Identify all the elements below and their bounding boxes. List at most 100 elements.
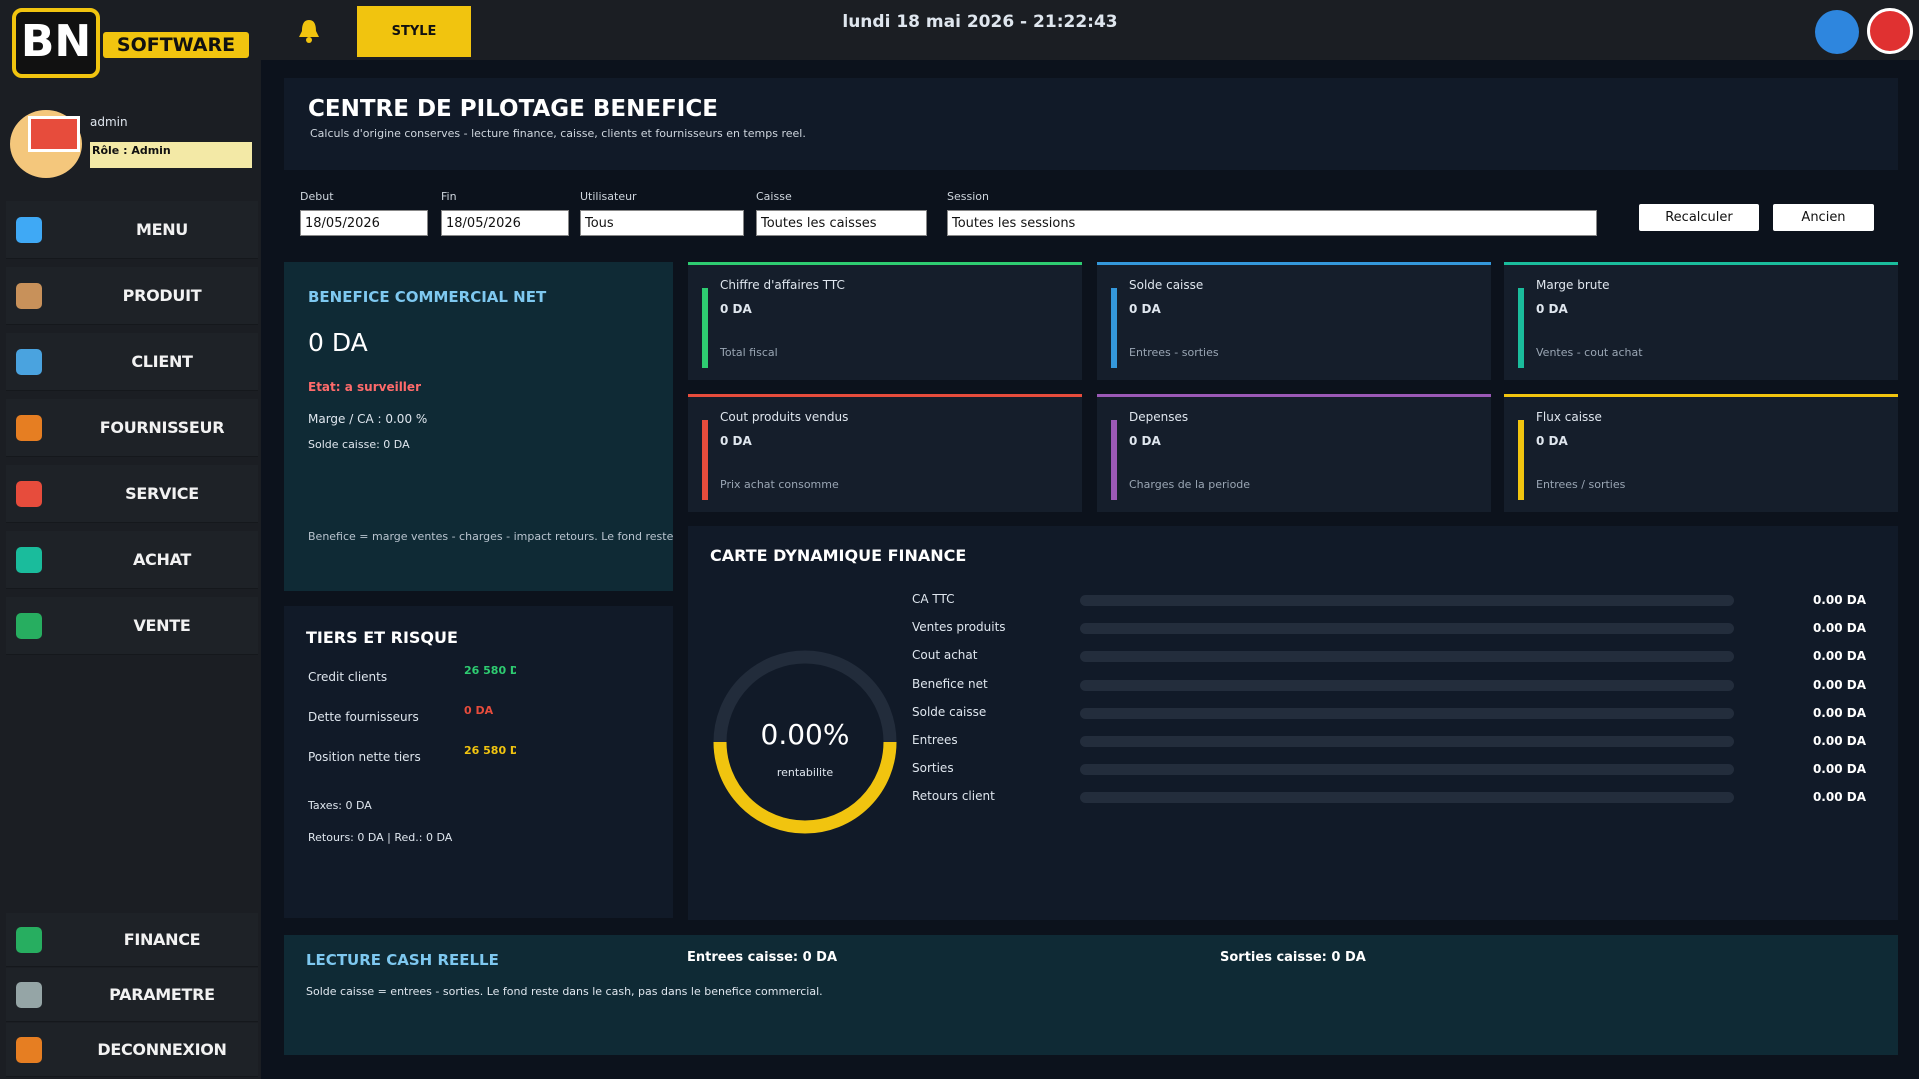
filter-input[interactable]: Toutes les sessions bbox=[947, 210, 1597, 236]
carte-label: CA TTC bbox=[912, 592, 955, 606]
menu-label: MENU bbox=[135, 220, 189, 239]
gauge-label: rentabilite bbox=[776, 766, 834, 779]
benefice-solde: Solde caisse: 0 DA bbox=[308, 438, 410, 451]
cash-panel: LECTURE CASH REELLE Entrees caisse: 0 DA… bbox=[284, 935, 1898, 1055]
card-value: 0 DA bbox=[1129, 302, 1161, 316]
menu-icon bbox=[16, 927, 42, 953]
card-left-bar bbox=[702, 420, 708, 500]
logo: BN bbox=[12, 8, 100, 78]
carte-value: 0.00 DA bbox=[1812, 734, 1866, 748]
card-sub: Entrees / sorties bbox=[1536, 478, 1626, 491]
filter-label: Session bbox=[947, 190, 989, 203]
card-value: 0 DA bbox=[720, 434, 752, 448]
card-left-bar bbox=[1518, 420, 1524, 500]
carte-label: Benefice net bbox=[912, 676, 988, 691]
card-top-bar bbox=[688, 394, 1082, 397]
filter-label: Caisse bbox=[756, 190, 792, 203]
tiers-taxes: Taxes: 0 DA bbox=[308, 799, 372, 812]
card-title: Marge brute bbox=[1536, 278, 1610, 292]
card-left-bar bbox=[1518, 288, 1524, 368]
menu-label: PARAMETRE bbox=[109, 985, 215, 1004]
menu-label: SERVICE bbox=[125, 484, 199, 503]
menu-item[interactable]: DECONNEXION bbox=[6, 1023, 258, 1077]
power-button[interactable] bbox=[1867, 8, 1913, 54]
logo-text: SOFTWARE bbox=[103, 32, 249, 58]
kpi-card: Marge brute 0 DA Ventes - cout achat bbox=[1504, 262, 1898, 380]
gauge-value: 0.00% bbox=[760, 718, 850, 751]
menu-label: DECONNEXION bbox=[97, 1040, 227, 1059]
page-subtitle: Calculs d'origine conserves - lecture fi… bbox=[310, 127, 806, 140]
menu-icon bbox=[16, 547, 42, 573]
cash-title: LECTURE CASH REELLE bbox=[306, 951, 499, 969]
filter-input[interactable]: Tous bbox=[580, 210, 744, 236]
page-title: CENTRE DE PILOTAGE BENEFICE bbox=[308, 96, 718, 122]
benefice-etat: Etat: a surveiller bbox=[308, 380, 421, 394]
benefice-value: 0 DA bbox=[308, 328, 368, 357]
card-top-bar bbox=[1504, 394, 1898, 397]
cash-sorties: Sorties caisse: 0 DA bbox=[1220, 950, 1366, 965]
carte-bar bbox=[1080, 736, 1734, 747]
carte-label: Ventes produits bbox=[912, 620, 1006, 635]
carte-label: Entrees bbox=[912, 733, 958, 747]
menu-icon bbox=[16, 217, 42, 243]
kpi-card: Chiffre d'affaires TTC 0 DA Total fiscal bbox=[688, 262, 1082, 380]
benefice-note: Benefice = marge ventes - charges - impa… bbox=[308, 530, 673, 543]
carte-bar bbox=[1080, 792, 1734, 804]
tiers-label: Credit clients bbox=[308, 670, 388, 684]
card-sub: Total fiscal bbox=[720, 346, 778, 359]
menu-item[interactable]: MENU bbox=[6, 201, 258, 259]
tiers-retours: Retours: 0 DA | Red.: 0 DA bbox=[308, 831, 453, 844]
card-top-bar bbox=[688, 262, 1082, 265]
carte-bar bbox=[1080, 651, 1734, 663]
menu-item[interactable]: PRODUIT bbox=[6, 267, 258, 325]
card-title: Solde caisse bbox=[1129, 278, 1204, 292]
card-left-bar bbox=[1111, 288, 1117, 368]
card-value: 0 DA bbox=[1536, 302, 1568, 316]
filter-input[interactable]: 18/05/2026 bbox=[300, 210, 428, 236]
card-sub: Entrees - sorties bbox=[1129, 346, 1219, 359]
carte-label: Retours client bbox=[912, 789, 995, 804]
user-role: Rôle : Admin bbox=[90, 142, 252, 168]
menu-icon bbox=[16, 481, 42, 507]
tiers-value: 0 DA bbox=[464, 704, 494, 717]
resize-button[interactable] bbox=[1815, 10, 1859, 54]
menu-item[interactable]: CLIENT bbox=[6, 333, 258, 391]
menu-icon bbox=[16, 982, 42, 1008]
menu-item[interactable]: PARAMETRE bbox=[6, 968, 258, 1022]
card-sub: Prix achat consomme bbox=[720, 478, 839, 491]
filter-input[interactable]: 18/05/2026 bbox=[441, 210, 569, 236]
carte-value: 0.00 DA bbox=[1812, 649, 1866, 664]
card-title: Flux caisse bbox=[1536, 410, 1602, 424]
style-button[interactable]: STYLE bbox=[357, 6, 471, 57]
menu-item[interactable]: ACHAT bbox=[6, 531, 258, 589]
kpi-card: Depenses 0 DA Charges de la periode bbox=[1097, 394, 1491, 512]
carte-label: Sorties bbox=[912, 761, 954, 776]
menu-item[interactable]: SERVICE bbox=[6, 465, 258, 523]
carte-panel: CARTE DYNAMIQUE FINANCE 0.00% rentabilit… bbox=[688, 526, 1898, 920]
button[interactable]: Recalculer bbox=[1639, 204, 1759, 231]
tiers-title: TIERS ET RISQUE bbox=[306, 628, 458, 647]
header-panel bbox=[284, 78, 1898, 170]
card-sub: Charges de la periode bbox=[1129, 478, 1251, 491]
kpi-card: Cout produits vendus 0 DA Prix achat conso… bbox=[688, 394, 1082, 512]
carte-label: Cout achat bbox=[912, 648, 978, 663]
card-top-bar bbox=[1097, 262, 1491, 265]
menu-item[interactable]: VENTE bbox=[6, 597, 258, 655]
user-name: admin bbox=[90, 115, 128, 129]
carte-value: 0.00 DA bbox=[1812, 593, 1866, 607]
card-title: Cout produits vendus bbox=[720, 410, 849, 424]
carte-bar bbox=[1080, 707, 1734, 719]
card-title: Depenses bbox=[1129, 410, 1189, 424]
filter-input[interactable]: Toutes les caisses bbox=[756, 210, 927, 236]
menu-item[interactable]: FINANCE bbox=[6, 913, 258, 967]
filter-label: Debut bbox=[300, 190, 334, 203]
card-top-bar bbox=[1097, 394, 1491, 397]
card-sub: Ventes - cout achat bbox=[1536, 346, 1643, 359]
button[interactable]: Ancien bbox=[1773, 204, 1874, 231]
menu-item[interactable]: FOURNISSEUR bbox=[6, 399, 258, 457]
bell-icon[interactable] bbox=[296, 18, 322, 44]
kpi-card: Flux caisse 0 DA Entrees / sorties bbox=[1504, 394, 1898, 512]
benefice-panel: BENEFICE COMMERCIAL NET 0 DA Etat: a sur… bbox=[284, 262, 673, 591]
menu-icon bbox=[16, 283, 42, 309]
card-value: 0 DA bbox=[1129, 434, 1161, 448]
